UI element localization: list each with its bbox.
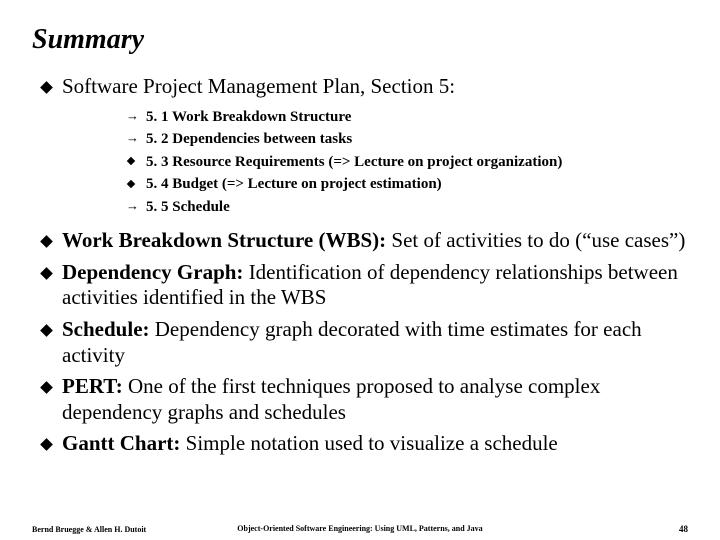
- bullet-gantt: Gantt Chart: Simple notation used to vis…: [36, 431, 688, 457]
- term: Work Breakdown Structure (WBS):: [62, 228, 386, 252]
- sub-item: 5. 2 Dependencies between tasks: [124, 128, 688, 151]
- definition: Set of activities to do (“use cases”): [386, 228, 685, 252]
- sub-item: 5. 5 Schedule: [124, 196, 688, 219]
- bullet-wbs: Work Breakdown Structure (WBS): Set of a…: [36, 228, 688, 254]
- footer-authors: Bernd Bruegge & Allen H. Dutoit: [32, 525, 146, 534]
- bullet-schedule: Schedule: Dependency graph decorated wit…: [36, 317, 688, 368]
- bullet-list: Software Project Management Plan, Sectio…: [32, 74, 688, 457]
- sub-bullet-list: 5. 1 Work Breakdown Structure 5. 2 Depen…: [62, 106, 688, 219]
- term: Dependency Graph:: [62, 260, 243, 284]
- definition: One of the first techniques proposed to …: [62, 374, 600, 424]
- sub-item: 5. 4 Budget (=> Lecture on project estim…: [124, 173, 688, 196]
- definition: Dependency graph decorated with time est…: [62, 317, 642, 367]
- slide-footer: Bernd Bruegge & Allen H. Dutoit Object-O…: [32, 524, 688, 534]
- term: Gantt Chart:: [62, 431, 180, 455]
- footer-page-number: 48: [679, 524, 688, 534]
- slide: Summary Software Project Management Plan…: [0, 0, 720, 540]
- bullet-spmp: Software Project Management Plan, Sectio…: [36, 74, 688, 218]
- definition: Simple notation used to visualize a sche…: [180, 431, 557, 455]
- bullet-pert: PERT: One of the first techniques propos…: [36, 374, 688, 425]
- slide-title: Summary: [32, 24, 688, 56]
- bullet-spmp-text: Software Project Management Plan, Sectio…: [62, 74, 455, 98]
- sub-item: 5. 1 Work Breakdown Structure: [124, 106, 688, 129]
- term: PERT:: [62, 374, 123, 398]
- term: Schedule:: [62, 317, 150, 341]
- bullet-dependency-graph: Dependency Graph: Identification of depe…: [36, 260, 688, 311]
- sub-item: 5. 3 Resource Requirements (=> Lecture o…: [124, 151, 688, 174]
